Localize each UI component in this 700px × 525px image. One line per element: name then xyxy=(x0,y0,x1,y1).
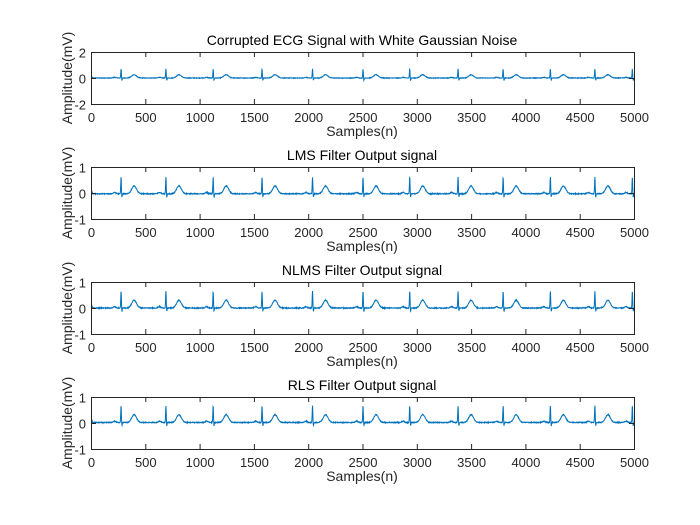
subplot-rls: RLS Filter Output signal 0 500 1000 1500 200… xyxy=(59,377,649,484)
signal-line xyxy=(91,176,634,199)
y-tick-label: -1 xyxy=(74,443,86,458)
x-tick-label: 1000 xyxy=(186,110,215,125)
y-axis-label: Amplitude(mV) xyxy=(59,377,75,470)
x-tick-label: 2500 xyxy=(349,340,378,355)
x-tick-label: 0 xyxy=(88,225,95,240)
x-tick-label: 3500 xyxy=(457,225,486,240)
y-axis-label: Amplitude(mV) xyxy=(59,147,75,240)
x-tick-label: 500 xyxy=(135,340,157,355)
x-tick-label: 4500 xyxy=(566,455,595,470)
x-tick-label: 2000 xyxy=(294,340,323,355)
x-tick-label: 5000 xyxy=(620,225,649,240)
x-tick-label: 0 xyxy=(88,110,95,125)
subplot-lms: LMS Filter Output signal 0 500 1000 1500 200… xyxy=(59,147,649,254)
x-tick-label: 2000 xyxy=(294,110,323,125)
x-tick-label: 4500 xyxy=(566,340,595,355)
y-tick-label: -1 xyxy=(74,213,86,228)
x-tick-label: 500 xyxy=(135,455,157,470)
x-tick-label: 3500 xyxy=(457,455,486,470)
subplot-title: Corrupted ECG Signal with White Gaussian… xyxy=(207,32,518,48)
y-tick-label: -1 xyxy=(74,328,86,343)
x-tick-label: 3000 xyxy=(403,225,432,240)
x-tick-label: 1500 xyxy=(240,110,269,125)
x-tick-label: 4000 xyxy=(511,455,540,470)
x-tick-label: 4500 xyxy=(566,110,595,125)
x-tick-label: 4500 xyxy=(566,225,595,240)
x-tick-label: 2000 xyxy=(294,225,323,240)
x-tick-label: 5000 xyxy=(620,110,649,125)
x-tick-label: 3500 xyxy=(457,110,486,125)
x-tick-label: 2500 xyxy=(349,225,378,240)
subplot-title: RLS Filter Output signal xyxy=(288,377,437,393)
x-tick-label: 3000 xyxy=(403,110,432,125)
y-tick-label: 1 xyxy=(79,391,86,406)
y-tick-label: 0 xyxy=(79,187,86,202)
y-tick-label: 1 xyxy=(79,161,86,176)
x-axis-label: Samples(n) xyxy=(326,353,398,369)
plot-area: 0 500 1000 1500 2000 2500 3000 3500 4000 4500 5000… xyxy=(74,46,649,126)
x-tick-label: 1000 xyxy=(186,455,215,470)
y-axis-label: Amplitude(mV) xyxy=(59,32,75,125)
subplot-corrupted: Corrupted ECG Signal with White Gaussian… xyxy=(59,32,649,139)
x-tick-label: 3000 xyxy=(403,455,432,470)
x-axis-label: Samples(n) xyxy=(326,468,398,484)
x-axis-label: Samples(n) xyxy=(326,238,398,254)
y-axis-label: Amplitude(mV) xyxy=(59,262,75,355)
x-tick-label: 3000 xyxy=(403,340,432,355)
x-tick-label: 500 xyxy=(135,110,157,125)
y-tick-label: 2 xyxy=(79,46,86,61)
x-tick-label: 2000 xyxy=(294,455,323,470)
x-tick-label: 0 xyxy=(88,455,95,470)
plot-area: 0 500 1000 1500 2000 2500 3000 3500 4000 4500 5000… xyxy=(74,391,649,471)
subplot-title: NLMS Filter Output signal xyxy=(282,262,442,278)
x-tick-label: 0 xyxy=(88,340,95,355)
x-tick-label: 500 xyxy=(135,225,157,240)
y-tick-label: 0 xyxy=(79,417,86,432)
y-tick-label: 0 xyxy=(79,302,86,317)
y-tick-label: -2 xyxy=(74,98,86,113)
plot-area: 0 500 1000 1500 2000 2500 3000 3500 4000 4500 5000… xyxy=(74,161,649,241)
x-tick-label: 2500 xyxy=(349,110,378,125)
y-tick-label: 1 xyxy=(79,276,86,291)
subplot-nlms: NLMS Filter Output signal 0 500 1000 1500 20… xyxy=(59,262,649,369)
x-tick-label: 4000 xyxy=(511,110,540,125)
x-tick-label: 4000 xyxy=(511,225,540,240)
x-tick-label: 2500 xyxy=(349,455,378,470)
x-tick-label: 1000 xyxy=(186,340,215,355)
x-tick-label: 4000 xyxy=(511,340,540,355)
signal-line xyxy=(91,67,634,83)
x-tick-label: 3500 xyxy=(457,340,486,355)
x-tick-label: 1000 xyxy=(186,225,215,240)
subplot-title: LMS Filter Output signal xyxy=(287,147,437,163)
x-tick-label: 1500 xyxy=(240,225,269,240)
x-tick-label: 1500 xyxy=(240,455,269,470)
x-axis-label: Samples(n) xyxy=(326,123,398,139)
plot-area: 0 500 1000 1500 2000 2500 3000 3500 4000 4500 5000… xyxy=(74,276,649,356)
x-tick-label: 5000 xyxy=(620,455,649,470)
x-tick-label: 5000 xyxy=(620,340,649,355)
signal-line xyxy=(91,290,634,313)
x-tick-label: 1500 xyxy=(240,340,269,355)
signal-line xyxy=(91,405,634,428)
y-tick-label: 0 xyxy=(79,72,86,87)
